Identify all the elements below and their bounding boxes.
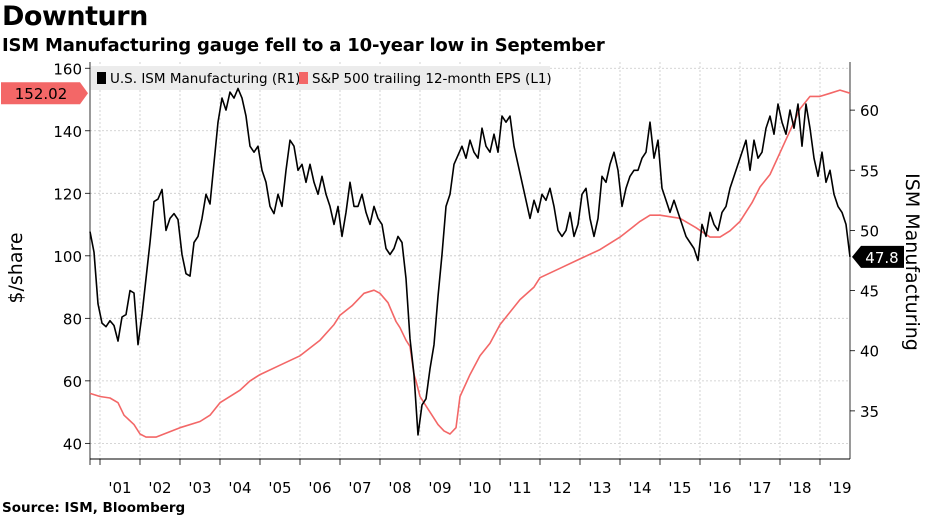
value-flags: 152.02 47.8: [1, 82, 904, 268]
x-tick-label: '17: [748, 479, 771, 497]
eps-flag-shape: [1, 82, 88, 105]
right-tick-label: 35: [860, 403, 879, 421]
x-tick-label: '15: [668, 479, 691, 497]
left-tick-label: 160: [53, 60, 82, 78]
right-tick-label: 60: [860, 102, 879, 120]
left-axis-label: $/share: [5, 232, 27, 303]
right-tick-label: 55: [860, 162, 879, 180]
ism-flag-label: 47.8: [865, 249, 898, 267]
x-tick-label: '06: [308, 479, 331, 497]
x-tick-label: '03: [188, 479, 211, 497]
series-layer: [89, 87, 851, 438]
x-tick-label: '04: [228, 479, 251, 497]
left-axis-ticks: 40 60 80 100 120 140 160: [53, 60, 90, 453]
x-tick-label: '01: [108, 479, 131, 497]
x-tick-label: '19: [828, 479, 851, 497]
x-tick-label: '11: [508, 479, 531, 497]
x-tick-label: '07: [348, 479, 371, 497]
grid-lines: [90, 62, 850, 459]
x-tick-label: '18: [788, 479, 811, 497]
right-axis-ticks: 35 40 45 50 55 60: [850, 102, 879, 421]
series-line-eps: [89, 89, 851, 438]
legend-background: [91, 66, 550, 90]
left-tick-label: 60: [63, 373, 82, 391]
eps-flag-label: 152.02: [15, 85, 68, 103]
left-tick-label: 80: [63, 310, 82, 328]
x-tick-label: '08: [388, 479, 411, 497]
axes: [89, 62, 851, 460]
x-tick-label: '12: [548, 479, 571, 497]
right-axis-label: ISM Manufacturing: [901, 173, 923, 351]
right-tick-label: 45: [860, 283, 879, 301]
eps-last-value-flag: 152.02: [1, 82, 88, 105]
right-tick-label: 40: [860, 343, 879, 361]
legend: U.S. ISM Manufacturing (R1) S&P 500 trai…: [91, 66, 552, 90]
x-tick-label: '10: [468, 479, 491, 497]
series-line-ism: [89, 87, 851, 436]
x-tick-label: '09: [428, 479, 451, 497]
left-tick-label: 100: [53, 248, 82, 266]
ism-flag-shape: [852, 245, 904, 268]
chart-title: Downturn: [2, 1, 148, 32]
legend-label-eps: S&P 500 trailing 12-month EPS (L1): [312, 71, 552, 87]
x-tick-label: '02: [148, 479, 171, 497]
chart-subtitle: ISM Manufacturing gauge fell to a 10-yea…: [2, 35, 605, 56]
source-note: Source: ISM, Bloomberg: [2, 500, 186, 516]
x-axis-ticks: '01 '02 '03 '04 '05 '06 '07 '08 '09 '10 '11 '12 '13 '…: [89, 459, 852, 497]
legend-swatch-ism: [97, 72, 106, 84]
x-tick-label: '05: [268, 479, 291, 497]
left-tick-label: 40: [63, 435, 82, 453]
legend-swatch-eps: [299, 72, 308, 84]
left-tick-label: 140: [53, 123, 82, 141]
x-tick-label: '16: [708, 479, 731, 497]
left-tick-label: 120: [53, 185, 82, 203]
x-tick-label: '13: [588, 479, 611, 497]
x-tick-label: '14: [628, 479, 651, 497]
right-tick-label: 50: [860, 222, 879, 240]
legend-label-ism: U.S. ISM Manufacturing (R1): [110, 71, 300, 87]
ism-last-value-flag: 47.8: [852, 245, 904, 268]
